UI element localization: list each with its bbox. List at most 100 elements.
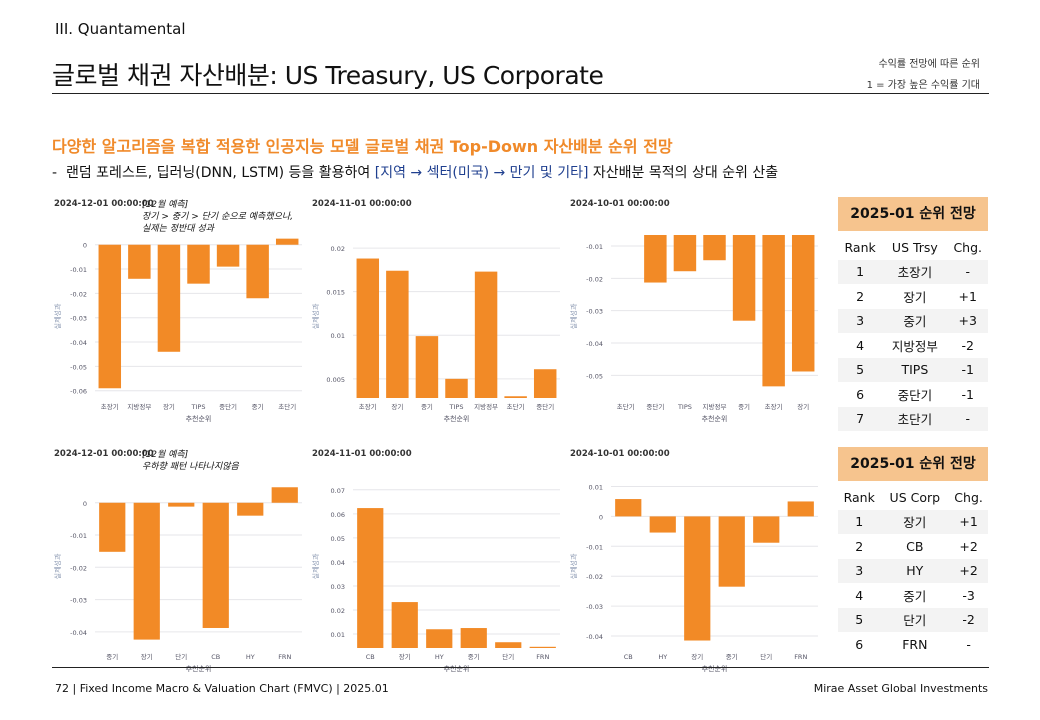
bar xyxy=(495,642,522,648)
bullet-text: 자산배분 목적의 상대 순위 산출 xyxy=(592,165,779,181)
x-tick-label: 중기 xyxy=(106,652,118,661)
column-header: Chg. xyxy=(953,239,983,255)
bar xyxy=(275,238,299,245)
bar xyxy=(460,628,487,648)
bar xyxy=(391,602,418,648)
table-cell: -2 xyxy=(949,607,988,632)
table-cell: 1 xyxy=(838,509,881,534)
bullet: - 랜덤 포레스트, 딥러닝(DNN, LSTM) 등을 활용하여 [지역 → … xyxy=(52,162,778,182)
y-tick-label: 0.005 xyxy=(326,376,345,384)
x-tick-label: HY xyxy=(658,653,667,661)
note: 수익률 전망에 따른 순위 xyxy=(878,59,980,70)
bar xyxy=(644,235,667,283)
table-cell: -1 xyxy=(947,357,988,382)
x-axis-label: 추천순위 xyxy=(702,414,728,423)
x-axis-label: 추천순위 xyxy=(186,664,212,673)
headline: 다양한 알고리즘을 복합 적용한 인공지능 모델 글로벌 채권 Top-Down… xyxy=(52,137,673,156)
bar xyxy=(187,244,210,284)
x-tick-label: 단기 xyxy=(760,652,772,661)
x-tick-label: 초장기 xyxy=(359,402,377,411)
x-tick-label: 장기 xyxy=(399,652,411,661)
bar-chart: 2024-10-01 00:00:00 -0.01 -0.02 -0.03 -0.04 -… xyxy=(569,199,818,423)
table-cell: +2 xyxy=(959,538,978,554)
y-tick-label: -0.01 xyxy=(70,266,87,274)
annotation: 장기 > 중기 > 단기 순으로 예측했으나, xyxy=(142,211,293,222)
y-tick-label: -0.02 xyxy=(586,573,603,581)
page-title: 글로벌 채권 자산배분: US Treasury, US Corporate xyxy=(52,61,604,90)
table-cell: +2 xyxy=(949,558,988,583)
x-tick-label: 단기 xyxy=(502,652,514,661)
chart-title: 2024-12-01 00:00:00 xyxy=(54,449,154,459)
y-tick-label: 0.02 xyxy=(331,245,345,253)
table-cell: 중단기 xyxy=(897,387,933,403)
chart-title: 2024-10-01 00:00:00 xyxy=(570,199,670,209)
x-tick-label: HY xyxy=(246,653,255,661)
header-row: Rank US Trsy Chg. xyxy=(838,235,988,260)
y-tick-label: -0.01 xyxy=(586,243,603,251)
bar xyxy=(529,646,556,648)
y-axis-label: 실제성과 xyxy=(53,553,62,579)
note: 1 = 가장 높은 수익률 기대 xyxy=(866,80,980,91)
header-row: Rank US Corp Chg. xyxy=(838,485,988,510)
x-tick-label: 장기 xyxy=(797,402,809,411)
y-tick-label: 0.01 xyxy=(331,332,345,340)
bar xyxy=(356,258,380,398)
x-tick-label: 중기 xyxy=(726,652,738,661)
table-cell: 중기 xyxy=(882,308,948,333)
y-tick-label: -0.03 xyxy=(586,603,603,611)
x-axis-label: 추천순위 xyxy=(444,664,470,673)
bar xyxy=(271,487,298,503)
bar xyxy=(133,502,160,640)
bar-chart: 2024-12-01 00:00:00[12월 예측]우하향 패턴 나타나지않음… xyxy=(53,449,302,673)
table-row: 2 장기 +1 xyxy=(838,284,988,309)
table-row: 4 중기 -3 xyxy=(838,583,988,608)
table-cell: 2 xyxy=(856,288,865,304)
y-tick-label: -0.05 xyxy=(70,363,87,371)
y-tick-label: 0.01 xyxy=(589,483,603,491)
bar xyxy=(787,501,814,517)
x-tick-label: 초장기 xyxy=(101,402,119,411)
table-row: 3 중기 +3 xyxy=(838,308,988,333)
y-tick-label: 0.04 xyxy=(331,559,345,567)
y-tick-label: -0.01 xyxy=(70,532,87,540)
bar xyxy=(415,336,439,398)
y-tick-label: -0.04 xyxy=(586,633,603,641)
table-cell: 7 xyxy=(838,406,883,431)
y-tick-label: 0 xyxy=(599,513,603,521)
y-tick-label: 0.06 xyxy=(331,511,345,519)
table-cell: 장기 xyxy=(880,509,950,534)
x-tick-label: 중기 xyxy=(421,402,433,411)
chart-title: 2024-12-01 00:00:00 xyxy=(54,199,154,209)
table-cell: +1 xyxy=(949,509,988,534)
table-cell: 1 xyxy=(838,259,883,284)
section-label: III. Quantamental xyxy=(55,20,186,38)
annotation: 실제는 정반대 성과 xyxy=(142,223,215,234)
table-body: 1 초장기 -2 장기 +1 3 중기 +3 4 지방정부 -2 5 TIPS -1 6 중단기 -1 7 초단기 - xyxy=(838,259,988,431)
annotation: [12월 예측] xyxy=(142,199,189,210)
x-tick-label: 지방정부 xyxy=(703,402,727,411)
y-tick-label: 0 xyxy=(83,500,87,508)
y-tick-label: -0.01 xyxy=(586,543,603,551)
chart-title: 2024-11-01 00:00:00 xyxy=(312,449,412,459)
table-title: 2025-01 순위 전망 xyxy=(838,447,988,481)
table-row: 6 FRN - xyxy=(838,632,988,657)
bar xyxy=(99,502,126,552)
footer-right: Mirae Asset Global Investments xyxy=(813,682,988,695)
y-tick-label: -0.02 xyxy=(586,275,603,283)
x-tick-label: CB xyxy=(624,653,633,661)
table-cell: +3 xyxy=(947,308,988,333)
y-tick-label: -0.06 xyxy=(70,388,87,396)
table-row: 2 CB +2 xyxy=(838,534,988,559)
bullet-highlight: [지역 → 섹터(미국) → 만기 및 기타] xyxy=(374,165,589,181)
table-cell: -3 xyxy=(962,587,975,603)
bar xyxy=(246,244,269,299)
bar xyxy=(216,244,240,267)
bar-chart: 2024-11-01 00:00:00 0.005 0.01 0.015 0.02 초장기… xyxy=(311,199,560,423)
annotation: [12월 예측] xyxy=(142,449,189,460)
table-cell: 초장기 xyxy=(882,259,948,284)
x-tick-label: 초단기 xyxy=(278,402,296,411)
table-body: 1 장기 +1 2 CB +2 3 HY +2 4 중기 -3 5 단기 -2 6 FRN - xyxy=(838,509,988,657)
table-row: 4 지방정부 -2 xyxy=(838,333,988,358)
y-axis-label: 실제성과 xyxy=(569,553,578,579)
table-cell: - xyxy=(947,406,988,431)
